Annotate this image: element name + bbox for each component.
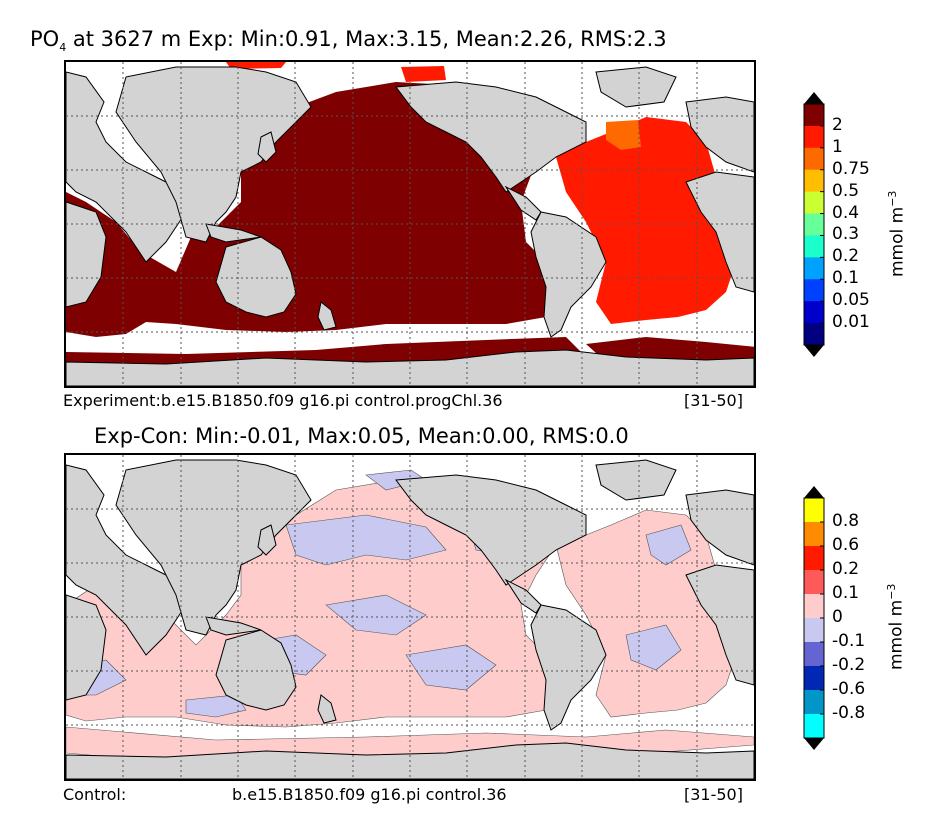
map-gridlines [66, 455, 754, 779]
colorbar-swatch [804, 666, 824, 691]
bottom-map-svg [66, 455, 754, 779]
colorbar-tick-label: -0.8 [832, 703, 866, 723]
top-map-panel [64, 60, 756, 388]
colorbar-swatch [804, 690, 824, 715]
colorbar-swatch [804, 104, 824, 127]
colorbar-swatch [804, 191, 824, 215]
colorbar-swatch [804, 169, 824, 193]
colorbar-tick-label: 0.3 [832, 224, 860, 245]
colorbar-tick-label: 0.6 [832, 535, 860, 555]
colorbar-tick-label: 0.1 [832, 583, 860, 603]
bottom-colorbar [800, 486, 828, 750]
top-map-svg [66, 62, 754, 386]
colorbar-swatch [804, 213, 824, 236]
colorbar-swatch [804, 235, 824, 258]
colorbar-over-triangle [804, 92, 824, 104]
colorbar-tick-label: 0 [832, 607, 843, 627]
colorbar-swatch [804, 257, 824, 280]
colorbar-swatch [804, 147, 824, 171]
top-map-caption-left: Experiment:b.e15.B1850.f09 g16.pi contro… [63, 391, 503, 410]
top-map-title: PO4 at 3627 m Exp: Min:0.91, Max:3.15, M… [30, 27, 667, 55]
colorbar-tick-label: 0.2 [832, 246, 860, 267]
top-map-caption-right: [31-50] [684, 391, 743, 410]
colorbar-swatch [804, 714, 824, 739]
colorbar-tick-label: 0.1 [832, 268, 860, 289]
colorbar-over-triangle [804, 486, 824, 498]
colorbar-swatch [804, 642, 824, 667]
bottom-map-caption-left: Control: [63, 785, 127, 804]
colorbar-tick-label: 1 [832, 136, 843, 157]
colorbar-swatch [804, 279, 824, 302]
top-colorbar-units: mmol m−3 [886, 190, 908, 277]
colorbar-tick-label: -0.2 [832, 655, 866, 675]
colorbar-tick-label: 0.05 [832, 290, 870, 311]
colorbar-swatch [804, 570, 824, 595]
colorbar-tick-label: 2 [832, 114, 843, 135]
colorbar-tick-label: -0.6 [832, 679, 866, 699]
bottom-map-title: Exp-Con: Min:-0.01, Max:0.05, Mean:0.00,… [94, 424, 629, 448]
colorbar-swatch [804, 498, 824, 523]
bottom-map-caption-center: b.e15.B1850.f09 g16.pi control.36 [232, 785, 507, 804]
colorbar-swatch [804, 546, 824, 571]
top-colorbar [800, 92, 828, 357]
colorbar-under-triangle [804, 345, 824, 357]
colorbar-tick-label: 0.75 [832, 158, 870, 179]
bottom-map-panel [64, 453, 756, 781]
atlantic-po4-field [226, 62, 736, 324]
colorbar-swatch [804, 594, 824, 619]
map-gridlines [66, 62, 754, 386]
colorbar-swatch [804, 323, 824, 346]
colorbar-swatch [804, 125, 824, 149]
colorbar-tick-label: -0.1 [832, 631, 866, 651]
colorbar-swatch [804, 522, 824, 547]
bottom-colorbar-svg [803, 486, 825, 750]
colorbar-tick-label: 0.8 [832, 511, 860, 531]
colorbar-under-triangle [804, 738, 824, 750]
colorbar-swatch [804, 618, 824, 643]
bottom-colorbar-units: mmol m−3 [885, 583, 907, 670]
colorbar-tick-label: 0.2 [832, 559, 860, 579]
colorbar-tick-label: 0.4 [832, 202, 860, 223]
colorbar-tick-label: 0.5 [832, 180, 860, 201]
colorbar-swatch [804, 301, 824, 324]
colorbar-tick-label: 0.01 [832, 312, 870, 333]
top-colorbar-svg [803, 92, 825, 357]
bottom-map-caption-right: [31-50] [684, 785, 743, 804]
